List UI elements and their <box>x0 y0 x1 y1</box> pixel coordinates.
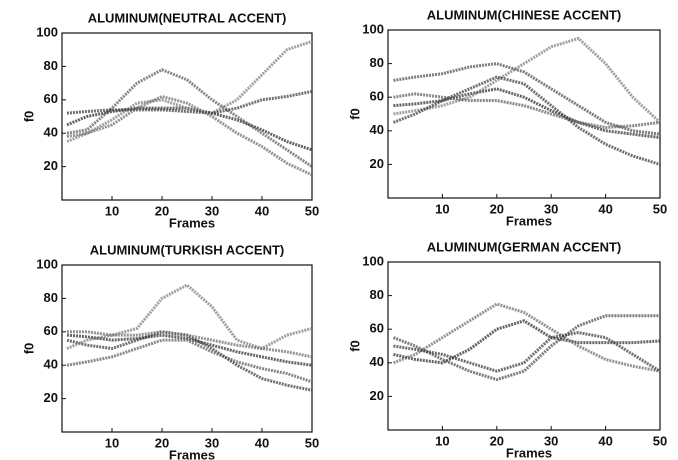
contour <box>66 94 313 177</box>
y-axis-label: f0 <box>21 343 36 355</box>
x-tick-label: 20 <box>155 435 169 450</box>
y-tick-label: 20 <box>370 388 384 403</box>
y-tick-label: 40 <box>370 122 384 137</box>
x-tick-label: 30 <box>544 433 558 448</box>
panel-title: ALUMINUM(NEUTRAL ACCENT) <box>88 10 287 25</box>
x-tick-label: 30 <box>205 203 219 218</box>
plot-frame <box>387 29 661 199</box>
panel-title: ALUMINUM(GERMAN ACCENT) <box>427 239 622 254</box>
x-axis-label: Frames <box>169 215 215 230</box>
y-tick-label: 60 <box>44 91 58 106</box>
x-tick-label: 50 <box>653 201 667 216</box>
x-tick-label: 40 <box>255 435 269 450</box>
x-tick-label: 10 <box>435 433 449 448</box>
y-axis-label: f0 <box>347 108 362 120</box>
y-tick-label: 80 <box>370 55 384 70</box>
y-tick-label: 40 <box>44 125 58 140</box>
x-axis-label: Frames <box>506 213 552 228</box>
contour <box>392 75 661 166</box>
contour <box>66 39 313 143</box>
x-tick-label: 40 <box>255 203 269 218</box>
y-tick-label: 40 <box>44 357 58 372</box>
y-tick-label: 100 <box>362 253 384 268</box>
y-tick-label: 60 <box>370 321 384 336</box>
plot-frame <box>61 32 313 201</box>
contour <box>393 87 661 140</box>
x-tick-label: 40 <box>598 433 612 448</box>
x-tick-label: 20 <box>490 201 504 216</box>
contour <box>66 338 313 384</box>
x-tick-label: 10 <box>435 201 449 216</box>
contour <box>67 330 313 359</box>
contour <box>393 36 662 124</box>
y-tick-label: 20 <box>44 158 58 173</box>
contour <box>66 68 313 168</box>
contour <box>392 302 661 373</box>
x-axis-label: Frames <box>506 445 552 460</box>
y-tick-label: 20 <box>370 156 384 171</box>
contour <box>66 89 313 115</box>
y-tick-label: 100 <box>36 24 58 39</box>
plot-frame <box>61 264 313 433</box>
y-tick-label: 20 <box>44 390 58 405</box>
y-axis-label: f0 <box>347 340 362 352</box>
contour <box>393 331 661 373</box>
y-tick-label: 60 <box>44 323 58 338</box>
contour <box>393 92 661 129</box>
y-tick-label: 60 <box>370 89 384 104</box>
contour <box>392 314 660 382</box>
y-axis-label: f0 <box>21 111 36 123</box>
contour <box>393 62 661 136</box>
x-axis-label: Frames <box>169 447 215 460</box>
plot-frame <box>387 261 661 431</box>
x-tick-label: 20 <box>490 433 504 448</box>
x-tick-label: 10 <box>105 435 119 450</box>
x-tick-label: 50 <box>653 433 667 448</box>
y-tick-label: 100 <box>36 256 58 271</box>
panel-title: ALUMINUM(CHINESE ACCENT) <box>427 7 622 22</box>
x-tick-label: 30 <box>544 201 558 216</box>
x-tick-label: 30 <box>205 435 219 450</box>
y-tick-label: 80 <box>44 58 58 73</box>
contour <box>66 333 313 367</box>
y-tick-label: 40 <box>370 354 384 369</box>
x-tick-label: 10 <box>105 203 119 218</box>
x-tick-label: 50 <box>305 435 319 450</box>
x-tick-label: 40 <box>598 201 612 216</box>
y-tick-label: 80 <box>44 290 58 305</box>
y-tick-label: 80 <box>370 287 384 302</box>
panel-title: ALUMINUM(TURKISH ACCENT) <box>90 242 285 257</box>
y-tick-label: 100 <box>362 21 384 36</box>
x-tick-label: 50 <box>305 203 319 218</box>
x-tick-label: 20 <box>155 203 169 218</box>
